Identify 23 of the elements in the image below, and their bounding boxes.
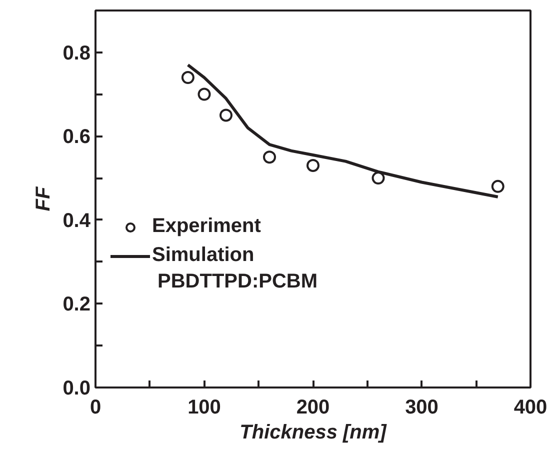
- legend-label: Experiment: [152, 215, 261, 238]
- point: [372, 172, 385, 185]
- legend-label: Simulation: [152, 244, 254, 267]
- x-axis-title: Thickness [nm]: [240, 422, 388, 444]
- x-tick-label: 100: [188, 396, 221, 418]
- point: [220, 108, 232, 122]
- y-tick-label: 0.0: [62, 378, 91, 400]
- x-tick-label: 0: [90, 396, 102, 418]
- annotation: PBDTTPD:PCBM: [158, 270, 318, 292]
- point: [263, 150, 276, 164]
- line-series: [186, 63, 500, 198]
- y-tick-label: 0.6: [62, 126, 91, 148]
- x-tick-label: 400: [514, 396, 548, 418]
- point: [198, 88, 211, 101]
- y-tick-label: 0.8: [62, 42, 91, 64]
- point: [491, 180, 504, 193]
- point: [306, 159, 320, 172]
- y-axis-title: FF: [32, 186, 55, 212]
- point: [181, 71, 194, 84]
- y-tick-label: 0.4: [62, 210, 92, 232]
- x-tick-label: 200: [296, 396, 330, 418]
- x-tick-label: 300: [405, 396, 438, 418]
- y-tick-label: 0.2: [62, 294, 91, 316]
